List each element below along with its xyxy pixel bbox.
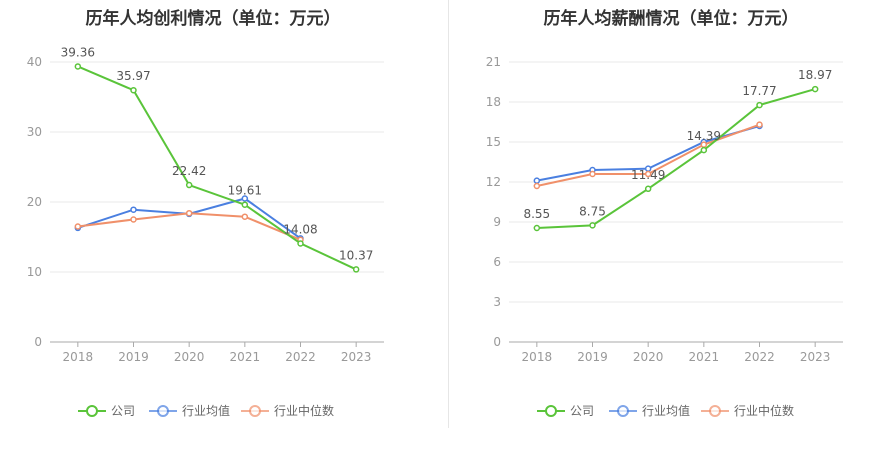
x-tick-label: 2020 <box>633 350 664 364</box>
legend-label: 公司 <box>111 404 135 418</box>
x-tick-label: 2022 <box>744 350 775 364</box>
data-point <box>533 177 541 184</box>
x-tick-label: 2022 <box>285 350 316 364</box>
series-line <box>536 88 816 229</box>
legend-label: 公司 <box>570 404 594 418</box>
x-tick-label: 2019 <box>118 350 149 364</box>
x-tick-label: 2021 <box>689 350 720 364</box>
data-point <box>241 213 249 220</box>
series-line <box>77 65 357 271</box>
data-label: 35.97 <box>116 69 150 83</box>
data-label: 10.37 <box>339 248 373 262</box>
data-label: 8.75 <box>579 204 606 218</box>
chart-title: 历年人均薪酬情况（单位：万元） <box>544 8 799 29</box>
legend-item[interactable]: 行业均值 <box>149 403 230 418</box>
data-point <box>241 201 249 208</box>
data-label: 22.42 <box>172 164 206 178</box>
legend-item[interactable]: 行业均值 <box>609 403 690 418</box>
x-tick-label: 2019 <box>577 350 608 364</box>
data-point <box>589 222 596 229</box>
data-point <box>644 170 652 178</box>
y-tick-label: 3 <box>493 295 501 309</box>
x-tick-label: 2018 <box>522 350 553 364</box>
y-tick-label: 6 <box>493 255 501 269</box>
data-point <box>185 181 193 189</box>
data-point <box>644 185 652 193</box>
y-tick-label: 15 <box>486 135 501 149</box>
data-point <box>130 216 137 223</box>
panel-divider <box>448 0 449 428</box>
legend-marker <box>157 405 169 417</box>
data-point <box>130 86 137 94</box>
data-point <box>811 85 819 93</box>
y-tick-label: 0 <box>34 335 42 349</box>
data-label: 11.49 <box>631 168 665 182</box>
y-tick-label: 20 <box>27 195 42 209</box>
series-line <box>77 197 302 240</box>
y-tick-label: 9 <box>493 215 501 229</box>
data-point <box>74 223 82 230</box>
data-point <box>185 209 193 217</box>
x-tick-label: 2021 <box>230 350 261 364</box>
y-tick-label: 21 <box>486 55 501 69</box>
y-tick-label: 40 <box>27 55 42 69</box>
legend-item[interactable]: 行业中位数 <box>701 403 794 418</box>
legend-label: 行业均值 <box>182 403 230 418</box>
profit-chart: 历年人均创利情况（单位：万元） 0 10 20 30 40 2018 2019 2020 202… <box>27 8 384 418</box>
chart-title: 历年人均创利情况（单位：万元） <box>86 8 341 29</box>
legend-item[interactable]: 行业中位数 <box>241 403 334 418</box>
data-label: 8.55 <box>523 207 550 221</box>
legend-marker <box>617 405 629 417</box>
data-point <box>352 266 360 273</box>
y-tick-label: 12 <box>486 175 501 189</box>
data-point <box>756 121 763 128</box>
data-label: 17.77 <box>742 84 776 98</box>
y-tick-label: 18 <box>486 95 501 109</box>
x-tick-label: 2023 <box>341 350 372 364</box>
legend-label: 行业均值 <box>642 403 690 418</box>
salary-chart: 历年人均薪酬情况（单位：万元） 0 3 6 9 12 15 18 21 2018 2019 2020… <box>486 8 843 418</box>
legend-marker <box>545 405 557 417</box>
legend-item[interactable]: 公司 <box>78 404 135 418</box>
legend-item[interactable]: 公司 <box>537 404 594 418</box>
legend-label: 行业中位数 <box>274 403 334 418</box>
data-label: 39.36 <box>61 45 95 59</box>
data-label: 14.39 <box>687 129 721 143</box>
legend-marker <box>249 405 261 417</box>
data-point <box>700 146 708 154</box>
x-tick-label: 2023 <box>800 350 831 364</box>
data-point <box>74 63 82 70</box>
x-tick-label: 2018 <box>63 350 94 364</box>
y-tick-label: 10 <box>27 265 42 279</box>
legend-marker <box>86 405 98 417</box>
legend-label: 行业中位数 <box>734 403 794 418</box>
data-point <box>130 206 137 213</box>
legend-marker <box>709 405 721 417</box>
x-tick-label: 2020 <box>174 350 205 364</box>
data-label: 14.08 <box>283 222 317 236</box>
data-point <box>533 182 541 190</box>
data-point <box>533 224 541 232</box>
data-point <box>589 170 596 178</box>
y-tick-label: 0 <box>493 335 501 349</box>
data-label: 18.97 <box>798 68 832 82</box>
data-point <box>297 240 304 247</box>
data-point <box>241 195 249 202</box>
data-label: 19.61 <box>228 184 262 198</box>
y-tick-label: 30 <box>27 125 42 139</box>
data-point <box>756 101 763 109</box>
